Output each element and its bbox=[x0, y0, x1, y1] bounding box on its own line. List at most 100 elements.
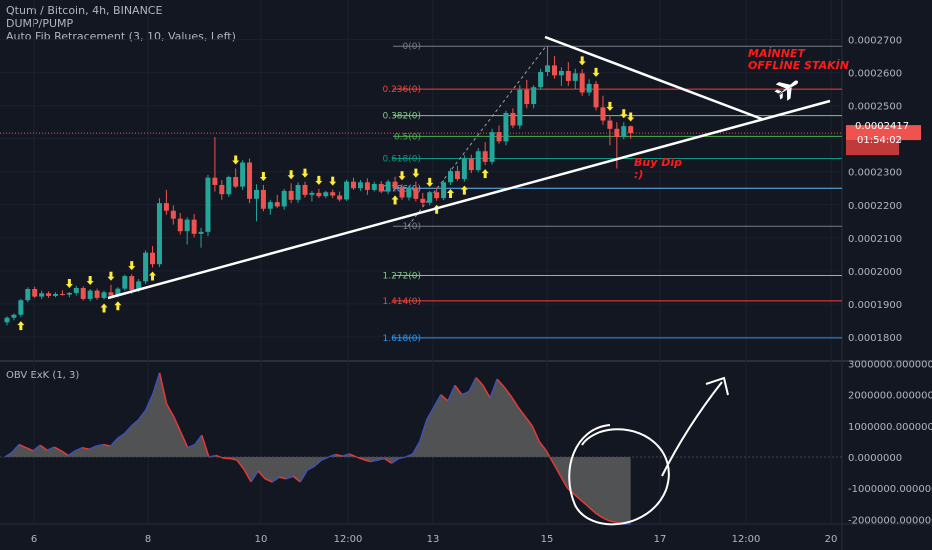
candle-body bbox=[226, 177, 232, 195]
annotation-labels: MAİNNET OFFLİNE STAKİN Buy Dip :) OBV Ex… bbox=[6, 46, 909, 381]
obv-line-segment bbox=[11, 444, 20, 453]
candle-body bbox=[18, 300, 24, 315]
x-tick-label: 10 bbox=[255, 534, 268, 545]
obv-line-segment bbox=[60, 450, 69, 457]
sell-arrow-icon bbox=[86, 275, 94, 285]
candle-body bbox=[46, 293, 52, 296]
indicator-label-dump-pump[interactable]: DUMP/PUMP bbox=[6, 17, 74, 30]
obv-line-segment bbox=[67, 450, 76, 457]
candle-body bbox=[163, 203, 169, 211]
candle-body bbox=[489, 132, 495, 162]
candle-body bbox=[233, 177, 239, 187]
fib-level-label: 1.272(0) bbox=[382, 271, 421, 281]
annotation-buy-dip-smiley: :) bbox=[634, 168, 643, 181]
obv-line-segment bbox=[180, 431, 189, 448]
buy-arrow-icon bbox=[114, 301, 122, 311]
x-tick-label: 12:00 bbox=[334, 534, 363, 545]
candle-body bbox=[143, 252, 149, 282]
obv-line-segment bbox=[595, 512, 603, 519]
sell-arrow-icon bbox=[592, 67, 600, 77]
candle-body bbox=[364, 182, 370, 190]
candle-body bbox=[316, 192, 322, 197]
candle-body bbox=[337, 195, 343, 200]
candle-body bbox=[545, 65, 551, 72]
candle-body bbox=[136, 281, 142, 290]
y-tick-label: 0.0002300 bbox=[848, 168, 902, 179]
candle-body bbox=[357, 182, 363, 189]
obv-line-segment bbox=[74, 446, 83, 452]
fib-level-label: 1(0) bbox=[403, 222, 421, 232]
y-tick-label: 0.0002500 bbox=[848, 102, 902, 113]
candle-body bbox=[39, 293, 45, 297]
candle-body bbox=[59, 293, 65, 295]
candle-body bbox=[468, 158, 474, 171]
obv-line-segment bbox=[447, 385, 456, 402]
obv-y-tick-label: -2000000.0000000 bbox=[848, 515, 932, 526]
x-tick-label: 12:00 bbox=[732, 534, 761, 545]
buy-arrow-icon bbox=[149, 271, 157, 281]
sell-arrow-icon bbox=[232, 155, 240, 165]
candle-body bbox=[66, 292, 72, 295]
sell-arrow-icon bbox=[426, 177, 434, 187]
candle-body bbox=[302, 184, 308, 195]
obv-line-segment bbox=[18, 443, 27, 449]
candle-body bbox=[309, 192, 315, 195]
obv-line-segment bbox=[285, 475, 294, 480]
hand-drawn-arrow bbox=[661, 381, 723, 477]
obv-line-segment bbox=[250, 470, 259, 483]
annotation-buy-dip: Buy Dip bbox=[634, 156, 682, 169]
obv-line-segment bbox=[222, 457, 231, 460]
candle-body bbox=[122, 276, 128, 289]
candle-body bbox=[558, 71, 564, 76]
candle-body bbox=[538, 72, 544, 88]
hand-drawn-arrowhead bbox=[705, 376, 729, 396]
obv-line-segment bbox=[426, 406, 435, 421]
obv-y-tick-label: 2000000.0000000 bbox=[848, 391, 932, 402]
obv-line-segment bbox=[538, 440, 547, 452]
candle-body bbox=[129, 276, 135, 290]
obv-line-segment bbox=[103, 443, 111, 447]
candle-body bbox=[295, 184, 301, 200]
candle-body bbox=[53, 293, 59, 296]
y-tick-label: 0.0002700 bbox=[848, 36, 902, 47]
obv-pane-title[interactable]: OBV ExK (1, 3) bbox=[6, 370, 79, 381]
candle-body bbox=[586, 83, 592, 93]
candle-body bbox=[475, 151, 481, 171]
obv-line-segment bbox=[468, 377, 477, 392]
candle-body bbox=[607, 120, 613, 129]
candle-body bbox=[108, 292, 114, 296]
candle-body bbox=[240, 162, 246, 187]
pane-separator bbox=[0, 360, 932, 362]
candle-body bbox=[496, 132, 502, 142]
obv-line-segment bbox=[306, 465, 315, 471]
obv-line-segment bbox=[503, 386, 512, 397]
candle-body bbox=[385, 181, 391, 192]
user-drawings[interactable] bbox=[107, 35, 831, 300]
obv-line-segment bbox=[363, 458, 371, 463]
sell-arrow-icon bbox=[287, 170, 295, 180]
obv-line-segment bbox=[489, 378, 498, 399]
obv-line-segment bbox=[194, 434, 203, 446]
fib-level-label: 0(0) bbox=[403, 42, 421, 52]
obv-line-segment bbox=[4, 451, 13, 458]
candle-body bbox=[191, 219, 197, 234]
obv-line-segment bbox=[524, 416, 533, 427]
obv-line-segment bbox=[53, 446, 62, 452]
buy-arrow-icon bbox=[17, 321, 25, 331]
y-tick-label: 0.0001800 bbox=[848, 333, 902, 344]
buy-arrow-icon bbox=[447, 188, 455, 198]
obv-line-segment bbox=[158, 372, 168, 405]
candle-body bbox=[32, 288, 38, 297]
axes-layer: 6 8 10 12:00 13 15 17 12:00 20 0.0002700 0.0002600… bbox=[31, 36, 932, 545]
obv-line-segment bbox=[496, 378, 505, 388]
support-trendline bbox=[107, 99, 831, 300]
sell-arrow-icon bbox=[578, 56, 586, 66]
obv-line-segment bbox=[461, 390, 470, 396]
candle-body bbox=[344, 181, 350, 200]
x-tick-label: 15 bbox=[541, 534, 554, 545]
price-badges bbox=[846, 125, 921, 156]
sell-arrow-icon bbox=[65, 278, 73, 288]
candle-body bbox=[593, 83, 599, 108]
